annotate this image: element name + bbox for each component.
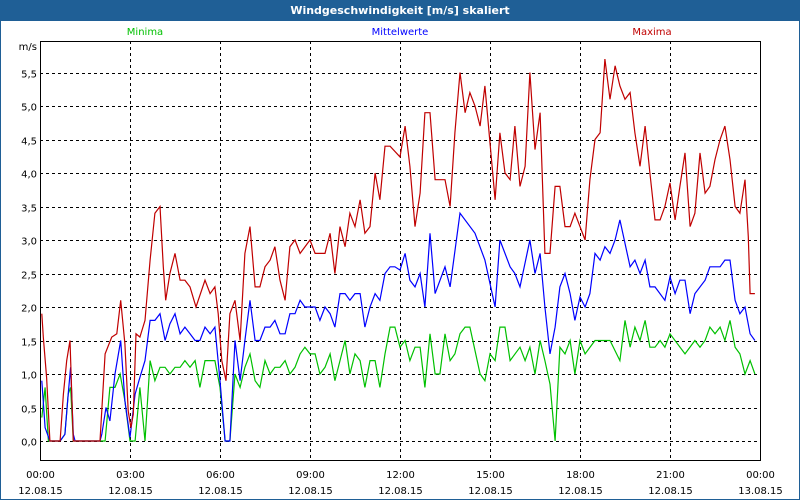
y-tick-label: 4,0 [21, 170, 37, 181]
series-line-maxima [41, 59, 755, 442]
x-tick-time: 00:00 [26, 470, 55, 481]
window-title: Windgeschwindigkeit [m/s] skaliert [1, 1, 799, 21]
plot-frame [40, 41, 761, 461]
series-line-minima [41, 320, 756, 442]
y-tick-label: 0,0 [21, 438, 37, 449]
legend-mittelwerte: Mittelwerte [372, 27, 429, 38]
x-tick-date: 12.08.15 [198, 486, 243, 497]
x-tick-time: 18:00 [566, 470, 595, 481]
x-tick-date: 12.08.15 [378, 486, 423, 497]
x-tick-time: 00:00 [746, 470, 775, 481]
x-tick-date: 12.08.15 [558, 486, 603, 497]
x-tick-time: 03:00 [116, 470, 145, 481]
x-tick-date: 13.08.15 [738, 486, 783, 497]
y-tick-label: 4,5 [21, 137, 37, 148]
x-tick-time: 12:00 [386, 470, 415, 481]
x-tick-date: 12.08.15 [648, 486, 693, 497]
y-tick-label: 5,5 [21, 70, 37, 81]
x-tick-time: 21:00 [656, 470, 685, 481]
y-tick-label: 2,5 [21, 271, 37, 282]
legend-minima: Minima [127, 27, 163, 38]
y-tick-label: 3,5 [21, 204, 37, 215]
y-tick-label: 0,5 [21, 405, 37, 416]
x-tick-date: 12.08.15 [108, 486, 153, 497]
x-tick-time: 15:00 [476, 470, 505, 481]
y-tick-label: 1,5 [21, 338, 37, 349]
x-tick-date: 12.08.15 [468, 486, 513, 497]
x-tick-date: 12.08.15 [18, 486, 63, 497]
y-tick-label: 2,0 [21, 304, 37, 315]
x-tick-time: 06:00 [206, 470, 235, 481]
x-tick-date: 12.08.15 [288, 486, 333, 497]
y-tick-label: 5,0 [21, 103, 37, 114]
series-line-mittelwerte [41, 211, 756, 442]
y-axis-unit-label: m/s [19, 42, 37, 53]
y-tick-label: 1,0 [21, 371, 37, 382]
x-tick-time: 09:00 [296, 470, 325, 481]
y-tick-label: 3,0 [21, 237, 37, 248]
legend-maxima: Maxima [632, 27, 671, 38]
